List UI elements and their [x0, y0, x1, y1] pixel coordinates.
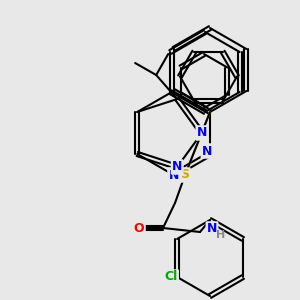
Text: N: N	[197, 127, 207, 140]
Text: O: O	[134, 221, 144, 235]
Text: S: S	[181, 169, 190, 182]
Text: H: H	[216, 230, 226, 240]
Text: N: N	[168, 169, 179, 182]
Text: O: O	[134, 221, 144, 235]
Text: N: N	[207, 223, 217, 236]
Text: Cl: Cl	[164, 271, 178, 284]
Text: N: N	[172, 160, 182, 173]
Text: N: N	[202, 145, 212, 158]
